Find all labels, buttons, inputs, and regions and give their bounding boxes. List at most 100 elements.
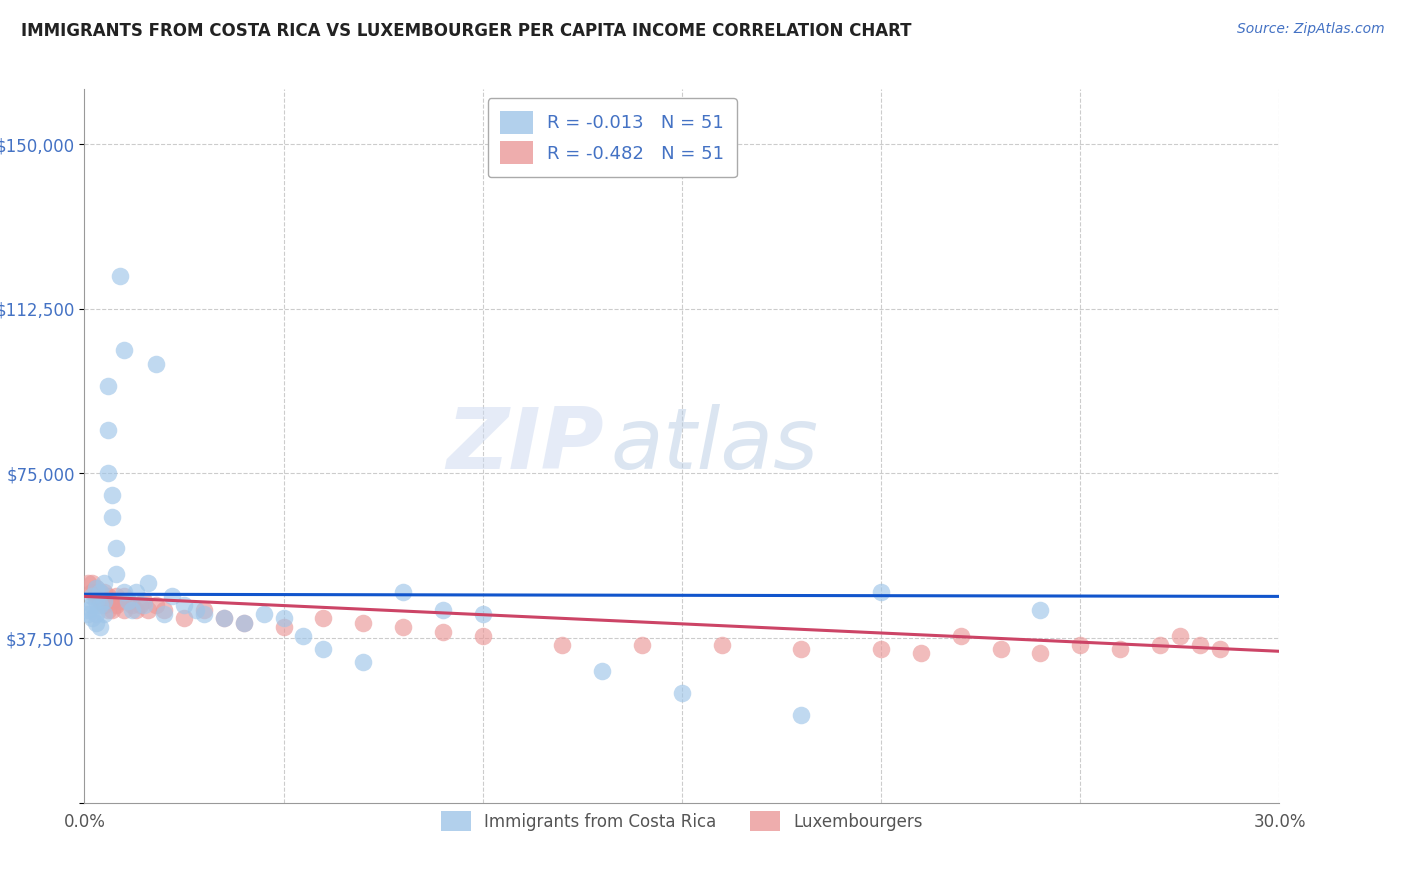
Point [212, 611, 235, 625]
Point [1029, 647, 1052, 661]
Point [82, 598, 104, 612]
Point [193, 602, 215, 616]
Point [125, 602, 148, 616]
Point [312, 642, 335, 657]
Point [89, 585, 111, 599]
Point [432, 602, 454, 616]
Point [97, 378, 120, 392]
Point [101, 488, 124, 502]
Point [292, 629, 315, 643]
Point [89, 585, 111, 599]
Legend: Immigrants from Costa Rica, Luxembourgers: Immigrants from Costa Rica, Luxembourger… [434, 805, 929, 838]
Point [86, 581, 108, 595]
Point [86, 594, 108, 608]
Point [101, 602, 124, 616]
Text: ZIP: ZIP [447, 404, 605, 488]
Point [93, 598, 115, 612]
Point [153, 607, 176, 621]
Point [97, 602, 120, 616]
Point [1209, 642, 1232, 657]
Point [89, 598, 111, 612]
Point [93, 607, 115, 621]
Point [117, 594, 139, 608]
Point [93, 576, 115, 591]
Point [97, 467, 120, 481]
Point [132, 598, 156, 612]
Point [93, 585, 115, 599]
Point [77, 602, 100, 616]
Point [790, 708, 813, 723]
Point [117, 594, 139, 608]
Point [77, 607, 100, 621]
Point [870, 642, 893, 657]
Point [232, 615, 254, 630]
Point [136, 576, 159, 591]
Point [112, 602, 135, 616]
Point [105, 541, 128, 555]
Point [1029, 602, 1052, 616]
Point [1149, 638, 1171, 652]
Point [392, 585, 415, 599]
Point [110, 268, 132, 283]
Point [631, 638, 654, 652]
Point [671, 686, 693, 700]
Point [97, 590, 120, 604]
Point [471, 607, 494, 621]
Point [1188, 638, 1211, 652]
Point [82, 585, 104, 599]
Point [392, 620, 415, 634]
Point [93, 594, 115, 608]
Point [110, 594, 132, 608]
Point [89, 594, 111, 608]
Point [105, 598, 128, 612]
Point [273, 620, 295, 634]
Point [129, 598, 152, 612]
Point [132, 594, 156, 608]
Point [82, 611, 104, 625]
Point [1109, 642, 1132, 657]
Point [121, 598, 143, 612]
Point [1069, 638, 1091, 652]
Point [86, 607, 108, 621]
Point [86, 581, 108, 595]
Point [949, 629, 972, 643]
Point [101, 594, 124, 608]
Point [790, 642, 813, 657]
Point [710, 638, 733, 652]
Point [312, 611, 335, 625]
Point [105, 590, 128, 604]
Point [86, 590, 108, 604]
Point [105, 567, 128, 582]
Point [432, 624, 454, 639]
Point [910, 647, 932, 661]
Point [86, 615, 108, 630]
Point [112, 585, 135, 599]
Point [97, 423, 120, 437]
Point [82, 590, 104, 604]
Point [173, 611, 195, 625]
Point [153, 602, 176, 616]
Point [121, 602, 143, 616]
Point [870, 585, 893, 599]
Point [145, 357, 167, 371]
Point [253, 607, 276, 621]
Point [352, 615, 374, 630]
Point [352, 655, 374, 669]
Point [193, 607, 215, 621]
Point [160, 590, 183, 604]
Text: atlas: atlas [610, 404, 818, 488]
Point [77, 576, 100, 591]
Point [273, 611, 295, 625]
Point [101, 510, 124, 524]
Point [82, 576, 104, 591]
Point [112, 343, 135, 358]
Point [89, 620, 111, 634]
Point [173, 598, 195, 612]
Point [1168, 629, 1191, 643]
Point [136, 602, 159, 616]
Point [125, 585, 148, 599]
Point [551, 638, 574, 652]
Point [471, 629, 494, 643]
Text: IMMIGRANTS FROM COSTA RICA VS LUXEMBOURGER PER CAPITA INCOME CORRELATION CHART: IMMIGRANTS FROM COSTA RICA VS LUXEMBOURG… [21, 22, 911, 40]
Point [112, 590, 135, 604]
